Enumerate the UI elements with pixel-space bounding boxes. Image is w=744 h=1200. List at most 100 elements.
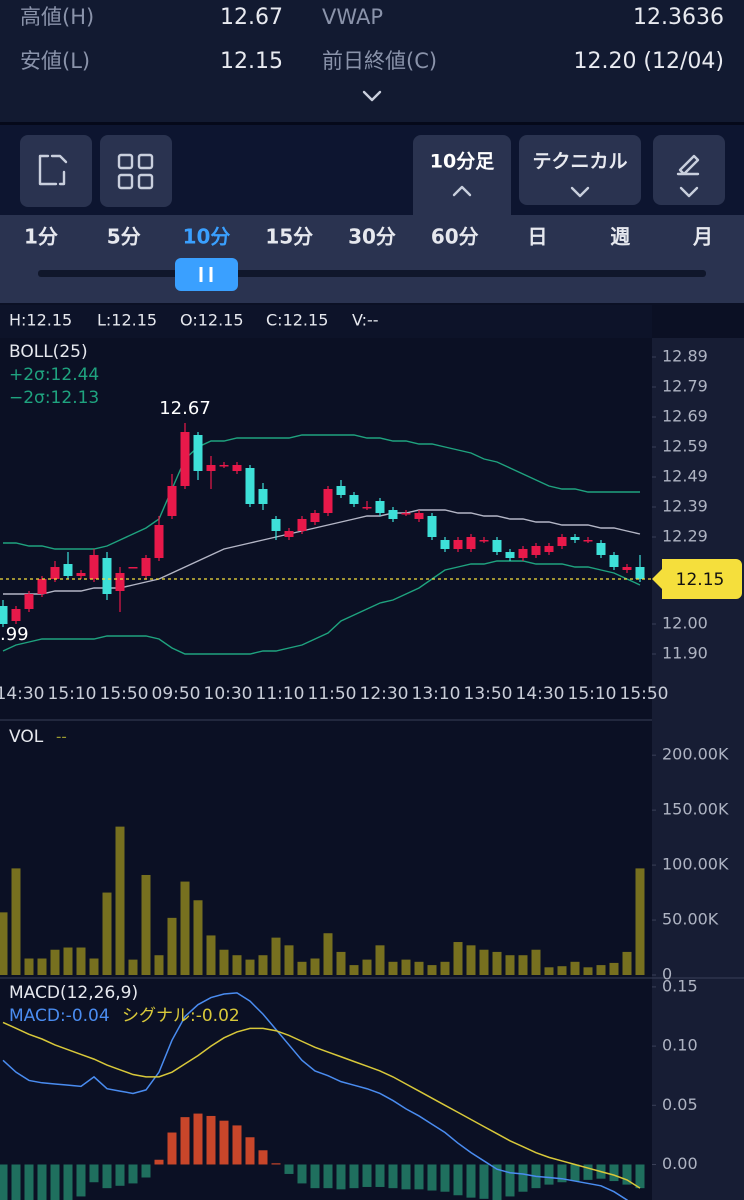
expand-chevron[interactable]: [362, 90, 382, 102]
volume-bar: [193, 900, 203, 975]
candle-body: [219, 465, 229, 467]
histogram-bar: [297, 1164, 307, 1184]
histogram-bar: [193, 1113, 203, 1165]
x-tick-label: 09:50: [152, 684, 201, 704]
technical-button[interactable]: [519, 135, 641, 205]
volume-bar: [89, 958, 99, 975]
legend-entry: シグナル:-0.02: [122, 1006, 240, 1026]
tab[interactable]: 日: [528, 225, 548, 249]
chevron: [570, 186, 590, 198]
histogram-bar: [635, 1164, 645, 1189]
histogram-bar: [453, 1164, 463, 1196]
histogram-bar: [24, 1164, 34, 1200]
volume-bar: [271, 937, 281, 975]
volume-bar: [63, 947, 73, 975]
period-button[interactable]: [413, 135, 511, 225]
candle-body: [89, 555, 99, 579]
button-label: 10分足: [430, 151, 495, 173]
histogram-bar: [388, 1164, 398, 1189]
tab[interactable]: 週: [610, 225, 630, 249]
candle-body: [453, 540, 463, 549]
histogram-bar: [492, 1164, 502, 1200]
tab[interactable]: 1分: [24, 225, 58, 249]
candle-body: [76, 573, 86, 576]
histogram-bar: [232, 1125, 242, 1165]
divider: [0, 122, 744, 125]
volume-bar: [167, 917, 177, 975]
candle-body: [375, 501, 385, 513]
tab[interactable]: 5分: [107, 225, 141, 249]
rotate-icon: [38, 154, 68, 186]
histogram-bar: [0, 1164, 8, 1200]
tab[interactable]: 60分: [431, 225, 479, 249]
legend-entry: +2σ:12.44: [9, 365, 99, 385]
y-tick-label: 12.79: [662, 377, 708, 396]
info: C:12.15: [266, 311, 328, 330]
y-tick-label: 0.15: [662, 976, 698, 995]
candle-body: [622, 567, 632, 570]
y-tick-label: 12.29: [662, 527, 708, 546]
volume-bar: [401, 959, 411, 975]
histogram-bar: [609, 1164, 619, 1182]
tab[interactable]: 月: [692, 225, 713, 249]
histogram-bar: [219, 1120, 229, 1165]
candle-body: [427, 516, 437, 537]
histogram-bar: [37, 1164, 47, 1200]
rotate-button[interactable]: [20, 135, 92, 207]
candle-body: [271, 519, 281, 531]
candle-body: [180, 432, 190, 486]
candle-body: [193, 435, 203, 471]
histogram-bar: [557, 1164, 567, 1183]
volume-bar: [219, 949, 229, 975]
info-bar: [0, 305, 652, 338]
histogram-bar: [206, 1115, 216, 1165]
candle-body: [388, 510, 398, 519]
x-tick-label: 11:10: [256, 684, 305, 704]
candle-body: [635, 567, 645, 579]
tab[interactable]: 10分: [183, 225, 231, 249]
histogram-bar: [115, 1164, 125, 1186]
value: 12.3636: [633, 5, 724, 30]
candle-body: [362, 507, 372, 509]
tab[interactable]: 15分: [265, 225, 313, 249]
histogram-bar: [284, 1164, 294, 1174]
info: O:12.15: [180, 311, 244, 330]
slider-thumb[interactable]: [175, 258, 238, 291]
candle-body: [570, 537, 580, 540]
candle-body: [609, 555, 619, 567]
info: H:12.15: [9, 311, 72, 330]
volume-bar: [24, 958, 34, 975]
histogram-bar: [258, 1150, 268, 1165]
volume-bar: [115, 826, 125, 975]
volume-bar: [622, 951, 632, 975]
tab[interactable]: 30分: [348, 225, 396, 249]
x-tick-label: 12:30: [360, 684, 409, 704]
candle-body: [206, 465, 216, 471]
volume-bar: [11, 868, 21, 975]
x-tick-label: 15:10: [568, 684, 617, 704]
histogram-bar: [102, 1164, 112, 1189]
candle-body: [583, 540, 593, 542]
volume-bar: [141, 874, 151, 975]
histogram-bar: [505, 1164, 515, 1197]
volume-bar: [232, 955, 242, 975]
histogram-bar: [427, 1164, 437, 1191]
slider-track: [38, 270, 706, 277]
histogram-bar: [349, 1164, 359, 1189]
layout-button[interactable]: [100, 135, 172, 207]
y-tick-label: 12.89: [662, 347, 708, 366]
volume-bar: [323, 933, 333, 975]
volume-bar: [284, 945, 294, 975]
y-tick-label: 12.69: [662, 407, 708, 426]
volume-bar: [440, 961, 450, 975]
y-tick-label: 12.00: [662, 614, 708, 633]
candle-body: [492, 540, 502, 552]
histogram-bar: [50, 1164, 60, 1200]
histogram-bar: [310, 1164, 320, 1189]
volume-bar: [102, 892, 112, 975]
candle-body: [414, 513, 424, 519]
histogram-bar: [622, 1164, 632, 1185]
value: 12.20 (12/04): [573, 49, 724, 74]
candle-body: [297, 519, 307, 531]
volume-bar: [362, 959, 372, 975]
